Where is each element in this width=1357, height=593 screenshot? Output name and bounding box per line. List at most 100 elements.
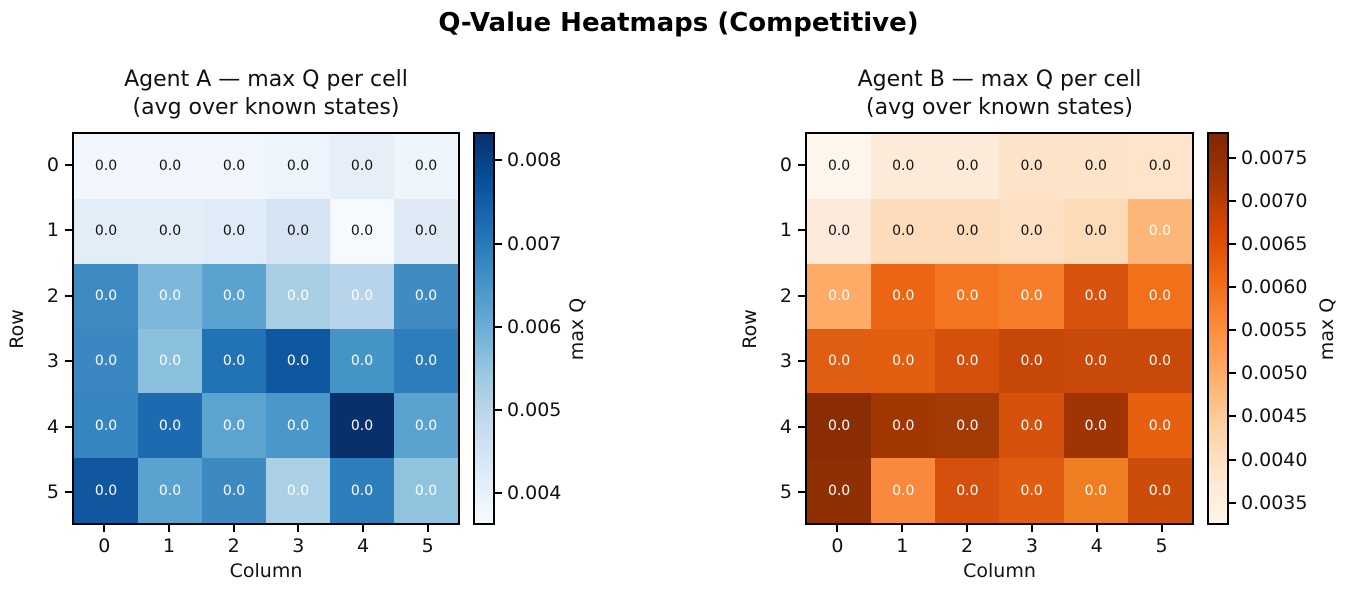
heatmap-cell: 0.0 — [1063, 328, 1128, 394]
tick-mark — [495, 409, 502, 412]
tick-mark — [297, 525, 300, 532]
panel-a-title-line2: (avg over known states) — [132, 95, 400, 121]
heatmap-cell: 0.0 — [330, 263, 394, 329]
heatmap-cell: 0.0 — [807, 198, 872, 264]
y-tick-label: 3 — [763, 329, 805, 395]
tick-mark — [168, 525, 170, 532]
x-tick-label: 5 — [1129, 525, 1194, 561]
heatmap-cell: 0.0 — [138, 458, 202, 523]
heatmap-cell: 0.0 — [1063, 198, 1128, 264]
heatmap-cell: 0.0 — [1063, 393, 1128, 459]
panel-a-colorbar-label: max Q — [566, 297, 589, 360]
heatmap-cell: 0.0 — [1127, 134, 1192, 199]
heatmap-cell: 0.0 — [871, 458, 936, 523]
panel-a-heatmap: 0.0 0.0 0.0 0.0 0.0 0.0 0.0 0.0 0.0 0.0 0.0 0.0 0.0 0… — [72, 132, 460, 525]
tick-mark — [1095, 525, 1098, 532]
heatmap-cell: 0.0 — [1127, 328, 1192, 394]
heatmap-cell: 0.0 — [999, 263, 1064, 329]
tick-mark — [1229, 199, 1236, 202]
panel-a-title: Agent A — max Q per cell (avg over known… — [72, 66, 460, 122]
y-tick-label: 2 — [763, 263, 805, 329]
tick-mark — [103, 525, 106, 532]
heatmap-cell: 0.0 — [202, 328, 266, 394]
y-tick-label: 1 — [30, 198, 72, 264]
heatmap-cell: 0.0 — [266, 458, 330, 523]
heatmap-cell: 0.0 — [138, 263, 202, 329]
heatmap-cell: 0.0 — [266, 134, 330, 199]
colorbar-tick-label: 0.006 — [495, 316, 561, 338]
tick-mark — [1229, 156, 1236, 159]
heatmap-cell: 0.0 — [871, 134, 936, 199]
tick-mark — [901, 525, 904, 532]
heatmap-cell: 0.0 — [330, 458, 394, 523]
tick-mark — [65, 425, 72, 428]
heatmap-cell: 0.0 — [999, 458, 1064, 523]
panel-b-ylabel: Row — [739, 308, 762, 349]
heatmap-cell: 0.0 — [999, 134, 1064, 199]
x-tick-label: 5 — [395, 525, 460, 561]
heatmap-cell: 0.0 — [330, 328, 394, 394]
heatmap-cell: 0.0 — [202, 134, 266, 199]
colorbar-tick-label: 0.007 — [495, 233, 561, 255]
colorbar-tick-label: 0.0070 — [1229, 190, 1307, 212]
tick-mark — [1030, 525, 1033, 532]
heatmap-cell: 0.0 — [1127, 198, 1192, 264]
heatmap-cell: 0.0 — [1063, 263, 1128, 329]
heatmap-cell: 0.0 — [74, 198, 138, 264]
x-tick-label: 3 — [999, 525, 1064, 561]
heatmap-cell: 0.0 — [202, 263, 266, 329]
heatmap-cell: 0.0 — [266, 393, 330, 459]
tick-mark — [65, 360, 72, 363]
panel-b-colorbar-label: max Q — [1316, 297, 1339, 360]
tick-mark — [798, 294, 805, 297]
heatmap-cell: 0.0 — [74, 263, 138, 329]
tick-mark — [1229, 286, 1236, 289]
x-tick-label: 1 — [870, 525, 935, 561]
tick-mark — [1229, 458, 1236, 461]
x-tick-label: 2 — [201, 525, 266, 561]
panel-b-xlabel: Column — [963, 560, 1036, 582]
colorbar-tick-label: 0.0055 — [1229, 319, 1307, 341]
tick-mark — [798, 163, 805, 166]
tick-mark — [1229, 501, 1236, 504]
heatmap-cell: 0.0 — [394, 458, 458, 523]
tick-mark — [65, 294, 72, 297]
panel-a-title-line1: Agent A — max Q per cell — [124, 67, 408, 92]
colorbar-tick-label: 0.0075 — [1229, 147, 1307, 169]
tick-mark — [495, 242, 502, 245]
y-tick-label: 0 — [30, 132, 72, 198]
heatmap-cell: 0.0 — [999, 393, 1064, 459]
colorbar-tick-label: 0.0035 — [1229, 492, 1307, 514]
heatmap-cell: 0.0 — [935, 393, 1000, 459]
figure-title: Q-Value Heatmaps (Competitive) — [438, 8, 919, 38]
colorbar-tick-label: 0.004 — [495, 482, 561, 504]
heatmap-cell: 0.0 — [935, 458, 1000, 523]
heatmap-cell: 0.0 — [266, 198, 330, 264]
heatmap-cell: 0.0 — [266, 328, 330, 394]
heatmap-cell: 0.0 — [807, 393, 872, 459]
heatmap-cell: 0.0 — [202, 198, 266, 264]
heatmap-cell: 0.0 — [807, 263, 872, 329]
panel-b-title-line2: (avg over known states) — [866, 95, 1133, 121]
tick-mark — [1229, 329, 1236, 332]
y-tick-label: 2 — [30, 263, 72, 329]
heatmap-cell: 0.0 — [935, 198, 1000, 264]
tick-mark — [65, 491, 72, 494]
heatmap-cell: 0.0 — [138, 328, 202, 394]
tick-mark — [495, 492, 502, 495]
heatmap-cell: 0.0 — [1063, 134, 1128, 199]
y-tick-label: 0 — [763, 132, 805, 198]
heatmap-cell: 0.0 — [394, 328, 458, 394]
x-tick-label: 1 — [137, 525, 202, 561]
tick-mark — [65, 163, 72, 166]
heatmap-cell: 0.0 — [394, 198, 458, 264]
heatmap-cell: 0.0 — [935, 263, 1000, 329]
heatmap-cell: 0.0 — [871, 328, 936, 394]
tick-mark — [836, 525, 839, 532]
tick-mark — [1229, 372, 1236, 375]
tick-mark — [798, 425, 805, 428]
heatmap-cell: 0.0 — [330, 134, 394, 199]
tick-mark — [798, 360, 805, 363]
